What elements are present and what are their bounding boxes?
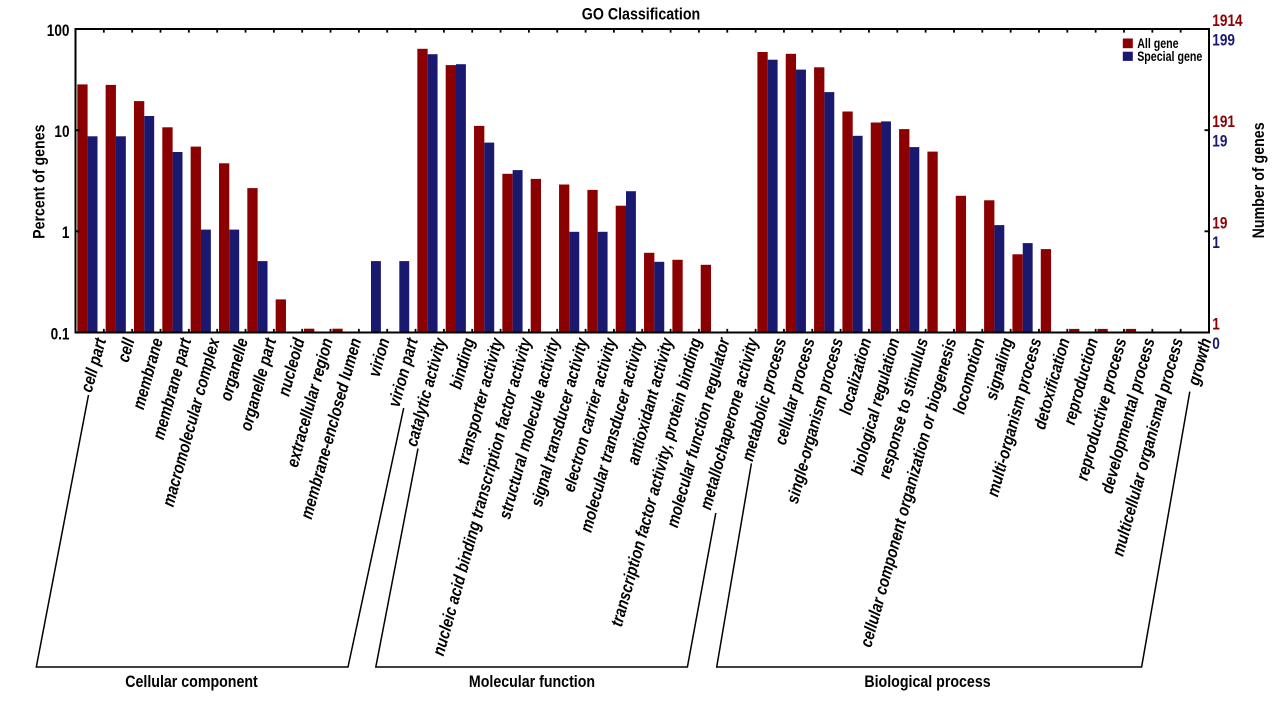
svg-text:100: 100: [47, 22, 70, 40]
svg-text:GO Classification: GO Classification: [582, 5, 700, 24]
svg-text:199: 199: [1212, 32, 1235, 50]
svg-text:Molecular function: Molecular function: [469, 672, 595, 691]
svg-text:1: 1: [1212, 234, 1220, 252]
svg-text:1: 1: [62, 224, 70, 242]
svg-text:19: 19: [1212, 133, 1227, 151]
svg-text:1: 1: [1212, 316, 1220, 334]
svg-text:Percent of genes: Percent of genes: [30, 125, 49, 239]
svg-text:Cellular component: Cellular component: [125, 672, 258, 691]
svg-text:All gene: All gene: [1137, 35, 1179, 51]
svg-text:10: 10: [54, 123, 69, 141]
svg-text:19: 19: [1212, 214, 1227, 232]
svg-text:Special gene: Special gene: [1137, 48, 1202, 64]
svg-text:0: 0: [1212, 335, 1220, 353]
svg-text:Biological process: Biological process: [864, 672, 990, 691]
svg-text:0.1: 0.1: [51, 325, 70, 343]
svg-text:Number of genes: Number of genes: [1249, 122, 1268, 238]
svg-text:191: 191: [1212, 113, 1235, 131]
svg-text:1914: 1914: [1212, 12, 1243, 30]
